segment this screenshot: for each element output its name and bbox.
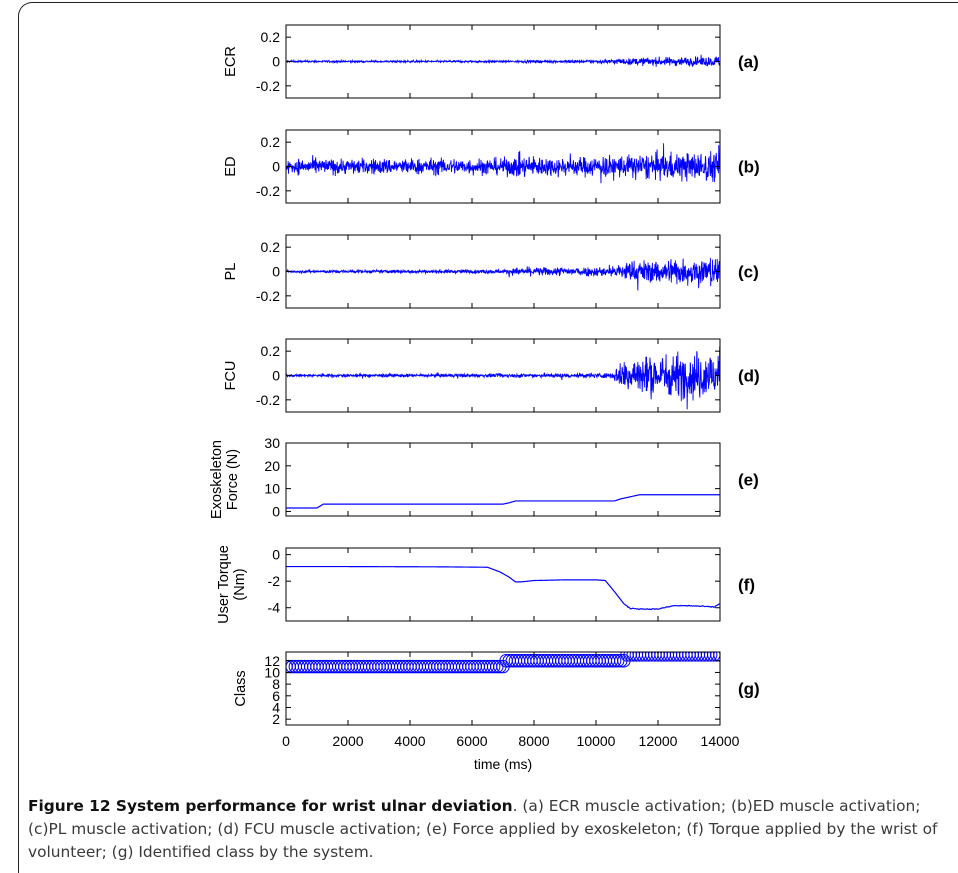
figure-caption: Figure 12 System performance for wrist u…: [28, 795, 940, 864]
panel-c-ytick-label: 0: [272, 264, 280, 280]
caption-title: Figure 12 System performance for wrist u…: [28, 797, 513, 815]
panel-f-ytick-label: -2: [268, 573, 281, 589]
panel-f-axes-box: [285, 547, 721, 622]
panel-d-ytick-label: 0.2: [261, 343, 281, 359]
panel-g-ytick-label: 8: [272, 676, 280, 692]
frame-border-top: [18, 2, 958, 23]
panel-e-ytick-label: 30: [264, 435, 280, 451]
panel-g-class-marker: [487, 659, 501, 674]
panel-e-ytick-label: 10: [264, 481, 280, 497]
panel-g-xlabel: time (ms): [474, 756, 532, 772]
panel-b-ylabel-group: ED: [223, 156, 239, 176]
panel-b-label: (b): [738, 158, 760, 177]
panel-g-xtick-label: 14000: [701, 733, 740, 749]
panel-g-ytick-label: 12: [264, 653, 280, 669]
panel-a-ytick-label: 0.2: [261, 29, 281, 45]
panel-c-ytick-label: -0.2: [256, 288, 280, 304]
panel-g-class-marker: [704, 652, 718, 662]
panel-e-ytick-label: 20: [264, 458, 280, 474]
panel-g-ytick-label: 2: [272, 711, 280, 727]
caption-text: . (a) ECR muscle activation; (b)ED muscl…: [28, 797, 938, 861]
panel-d-ytick-label: 0: [272, 368, 280, 384]
panel-g-xtick-label: 10000: [577, 733, 616, 749]
panel-e-series-line: [286, 494, 720, 509]
panel-e-ylabel-group: Exoskeleton Force (N): [209, 440, 241, 519]
panel-a-ytick-label: 0: [272, 54, 280, 70]
panel-f-ylabel-group: User Torque (Nm): [216, 545, 248, 624]
panel-f-ytick-label: -4: [268, 600, 281, 616]
panel-g-xtick-label: 0: [282, 733, 290, 749]
frame-border-left: [18, 18, 19, 873]
panel-g-ylabel: Class: [233, 670, 249, 706]
panel-b-series-line: [286, 143, 720, 184]
panel-g-ylabel-group: Class: [233, 670, 249, 706]
panel-e-ylabel: Force (N): [225, 449, 241, 510]
panel-g-ytick-label: 10: [264, 664, 280, 680]
panel-g-xtick-label: 4000: [394, 733, 425, 749]
panel-e-label: (e): [738, 471, 759, 490]
panel-g-class-marker: [607, 654, 622, 668]
panel-f-label: (f): [738, 576, 755, 595]
panel-g-ytick-label: 4: [272, 699, 280, 715]
panel-b-ytick-label: -0.2: [256, 183, 280, 199]
panel-d-ylabel: FCU: [223, 361, 239, 391]
panel-d-series-line: [286, 346, 720, 410]
panel-f-ylabel: (Nm): [232, 568, 248, 600]
panel-c-ylabel: PL: [223, 263, 239, 281]
panel-c-ylabel-group: PL: [223, 263, 239, 281]
panel-a-ylabel-group: ECR: [223, 46, 239, 77]
figure-12-chart: 0.2 0 -0.2 ECR (a) 0.2 0 -0.2 ED (b) 0.2 0 -0.2 PL (c)…: [209, 24, 760, 772]
panel-g-xtick-label: 12000: [639, 733, 678, 749]
panel-d-label: (d): [738, 367, 760, 386]
panel-g-axes-box: [285, 651, 721, 726]
panel-f-ylabel: User Torque: [216, 545, 232, 624]
panel-d-ytick-label: -0.2: [256, 392, 280, 408]
panel-a-label: (a): [738, 53, 759, 72]
panel-a-series-line: [286, 54, 720, 67]
panel-c-series-line: [286, 257, 720, 291]
panel-e-ytick-label: 0: [272, 503, 280, 519]
panel-f-series-line: [286, 565, 720, 611]
panel-b-ytick-label: 0: [272, 159, 280, 175]
panel-a-ytick-label: -0.2: [256, 78, 280, 94]
panel-g-xtick-label: 8000: [518, 733, 549, 749]
panel-d-ylabel-group: FCU: [223, 361, 239, 391]
panel-b-ylabel: ED: [223, 156, 239, 176]
panel-b-ytick-label: 0.2: [261, 134, 281, 150]
panel-g-label: (g): [738, 680, 760, 699]
panel-c-ytick-label: 0.2: [261, 239, 281, 255]
panel-g-xtick-label: 2000: [332, 733, 363, 749]
panel-g-ytick-label: 6: [272, 688, 280, 704]
panel-g-xtick-label: 6000: [456, 733, 487, 749]
panel-f-ytick-label: 0: [272, 547, 280, 563]
panel-a-ylabel: ECR: [223, 46, 239, 77]
panel-e-axes-box: [285, 442, 721, 517]
panel-c-label: (c): [738, 263, 759, 282]
panel-e-ylabel: Exoskeleton: [209, 440, 225, 519]
